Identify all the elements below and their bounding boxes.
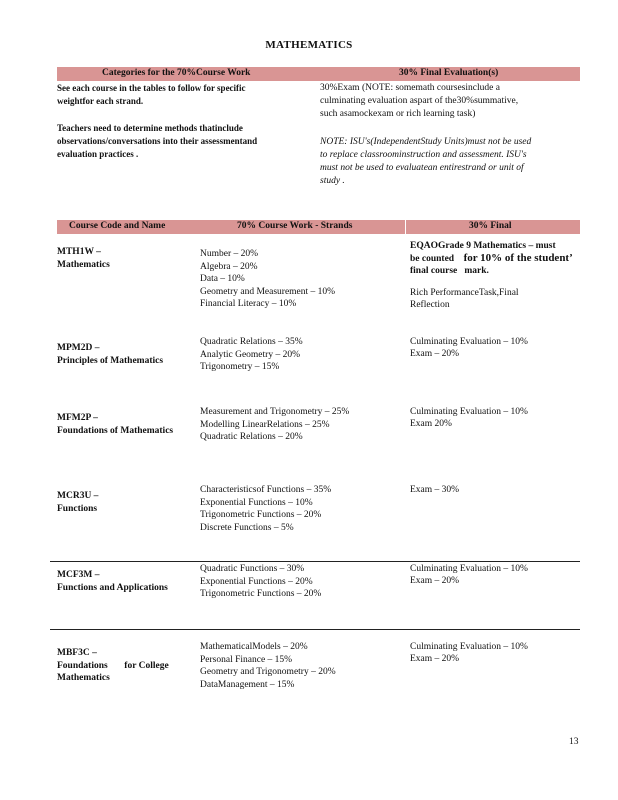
course-code: MPM2D – xyxy=(57,343,100,353)
header-course: Course Code and Name xyxy=(69,221,166,231)
course-name: Functions and Applications xyxy=(57,582,168,593)
final-item: EQAOGrade 9 Mathematics – must xyxy=(410,241,556,251)
header-final: 30% Final xyxy=(469,221,512,231)
summary-header-left: Categories for the 70%Course Work xyxy=(102,68,251,78)
final-item: final course xyxy=(410,266,458,276)
course-code: MCR3U – xyxy=(57,491,99,501)
strand-item: Geometry and Measurement – 10% xyxy=(200,286,336,297)
row-divider xyxy=(50,561,580,562)
strand-item: MathematicalModels – 20% xyxy=(200,642,308,652)
strands-cell: Quadratic Relations – 35% Analytic Geomet… xyxy=(200,336,303,374)
summary-left-line: observations/conversations into their as… xyxy=(57,136,258,146)
final-cell: Exam – 30% xyxy=(410,484,459,496)
course-code: MFM2P – xyxy=(57,413,98,423)
final-cell: Culminating Evaluation – 10% Exam – 20% xyxy=(410,336,528,360)
final-item: mark. xyxy=(464,266,489,276)
course-code: MTH1W – xyxy=(57,247,101,257)
course-name: Principles of Mathematics xyxy=(57,355,164,366)
strand-item: DataManagement – 15% xyxy=(200,679,295,690)
strand-item: Quadratic Relations – 35% xyxy=(200,337,303,347)
strand-item: Data – 10% xyxy=(200,274,245,284)
summary-right-line: culminating evaluation aspart of the30%s… xyxy=(320,96,519,106)
strands-cell: Number – 20% Algebra – 20% Data – 10% Geome… xyxy=(200,248,335,311)
final-item: Exam – 20% xyxy=(410,654,460,664)
final-item: Exam – 30% xyxy=(410,485,460,495)
strands-cell: Characteristicsof Functions – 35% Exponen… xyxy=(200,484,331,534)
isu-note-line: NOTE: ISU's(IndependentStudy Units)must … xyxy=(320,137,532,147)
summary-header-right: 30% Final Evaluation(s) xyxy=(399,68,499,78)
strand-item: Quadratic Relations – 20% xyxy=(200,432,303,442)
strand-item: Modelling LinearRelations – 25% xyxy=(200,419,330,430)
page-number: 13 xyxy=(569,737,579,747)
strand-item: Algebra – 20% xyxy=(200,261,258,272)
header-strands: 70% Course Work - Strands xyxy=(237,221,353,231)
page-title: MATHEMATICS xyxy=(265,39,353,51)
course-cell: MCF3M – Functions and Applications xyxy=(57,569,168,594)
final-item: Exam – 20% xyxy=(410,576,460,586)
summary-header-bar: Categories for the 70%Course Work 30% Fi… xyxy=(57,67,580,81)
strand-item: Analytic Geometry – 20% xyxy=(200,349,300,360)
course-cell: MTH1W – Mathematics xyxy=(57,246,110,271)
strand-item: Discrete Functions – 5% xyxy=(200,522,294,533)
final-item: Culminating Evaluation – 10% xyxy=(410,407,528,417)
final-item: Culminating Evaluation – 10% xyxy=(410,642,528,652)
course-name: Foundations for College xyxy=(57,660,169,671)
final-item: Exam 20% xyxy=(410,419,452,429)
final-item: Rich PerformanceTask,Final xyxy=(410,288,519,298)
isu-note-line: to replace classroominstruction and asse… xyxy=(320,150,527,160)
strand-item: Trigonometric Functions – 20% xyxy=(200,589,322,599)
strand-item: Quadratic Functions – 30% xyxy=(200,564,305,574)
strands-cell: MathematicalModels – 20% Personal Finance… xyxy=(200,641,336,691)
strand-item: Exponential Functions – 10% xyxy=(200,497,313,508)
course-name: Mathematics xyxy=(57,673,110,683)
strand-item: Measurement and Trigonometry – 25% xyxy=(200,407,350,417)
strand-item: Personal Finance – 15% xyxy=(200,654,293,665)
final-cell: EQAOGrade 9 Mathematics – must be counte… xyxy=(410,240,573,311)
final-cell: Culminating Evaluation – 10% Exam – 20% xyxy=(410,641,528,665)
isu-note-line: study . xyxy=(320,176,345,186)
final-item: Reflection xyxy=(410,300,450,310)
isu-note-line: must not be used to evaluatean entirestr… xyxy=(320,163,524,173)
summary-left-line: weightfor each strand. xyxy=(57,96,144,106)
course-name: Mathematics xyxy=(57,259,110,270)
strands-cell: Measurement and Trigonometry – 25% Modell… xyxy=(200,406,349,444)
course-code: MBF3C – xyxy=(57,648,97,658)
final-item: Exam – 20% xyxy=(410,349,460,359)
course-cell: MBF3C – Foundations for College Mathematic… xyxy=(57,647,169,685)
summary-left-line: See each course in the tables to follow … xyxy=(57,83,246,93)
final-item: Culminating Evaluation – 10% xyxy=(410,564,528,574)
summary-left-line: evaluation practices . xyxy=(57,149,139,159)
course-cell: MPM2D – Principles of Mathematics xyxy=(57,342,163,367)
strand-item: Exponential Functions – 20% xyxy=(200,576,313,587)
final-item: be counted xyxy=(410,254,455,264)
strand-item: Characteristicsof Functions – 35% xyxy=(200,485,332,495)
final-cell: Culminating Evaluation – 10% Exam – 20% xyxy=(410,563,528,587)
strand-item: Trigonometric Functions – 20% xyxy=(200,510,322,520)
strand-item: Financial Literacy – 10% xyxy=(200,299,297,309)
course-name: Foundations of Mathematics xyxy=(57,425,174,436)
final-cell: Culminating Evaluation – 10% Exam 20% xyxy=(410,406,528,430)
strands-cell: Quadratic Functions – 30% Exponential Fun… xyxy=(200,563,321,601)
strand-item: Trigonometry – 15% xyxy=(200,362,280,372)
summary-right-line: such asamockexam or rich learning task) xyxy=(320,109,476,119)
course-cell: MFM2P – Foundations of Mathematics xyxy=(57,412,173,437)
course-code: MCF3M – xyxy=(57,570,100,580)
course-name: Functions xyxy=(57,503,98,514)
table-header-bar: Course Code and Name 70% Course Work - S… xyxy=(57,220,580,234)
summary-left-line: Teachers need to determine methods thati… xyxy=(57,122,243,134)
course-cell: MCR3U – Functions xyxy=(57,490,98,515)
strand-item: Number – 20% xyxy=(200,249,259,259)
summary-right-line: 30%Exam (NOTE: somemath coursesinclude a xyxy=(320,83,500,93)
row-divider xyxy=(50,629,580,630)
final-item: Culminating Evaluation – 10% xyxy=(410,337,528,347)
final-item: for 10% of the student’ xyxy=(463,252,573,264)
column-divider xyxy=(405,220,406,234)
strand-item: Geometry and Trigonometry – 20% xyxy=(200,667,336,677)
